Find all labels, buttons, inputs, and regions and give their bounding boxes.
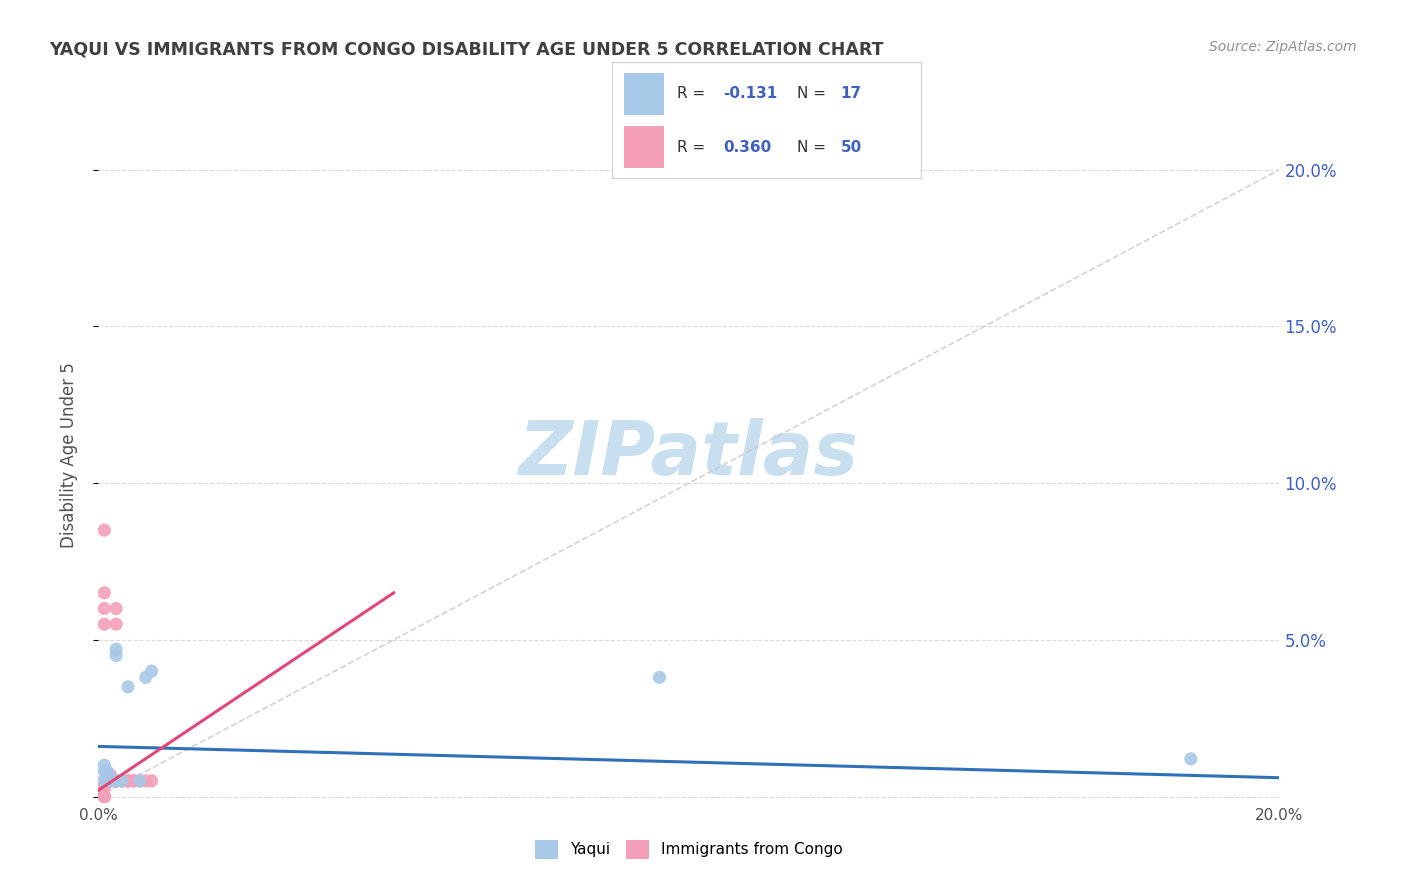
Point <box>135 773 157 788</box>
Text: YAQUI VS IMMIGRANTS FROM CONGO DISABILITY AGE UNDER 5 CORRELATION CHART: YAQUI VS IMMIGRANTS FROM CONGO DISABILIT… <box>49 40 884 58</box>
Point <box>117 773 139 788</box>
Point <box>93 523 115 537</box>
Point <box>98 773 121 788</box>
Point <box>105 601 128 615</box>
Text: N =: N = <box>797 87 831 102</box>
Point <box>96 773 118 788</box>
Point <box>111 773 134 788</box>
Point <box>111 773 134 788</box>
Point <box>128 773 150 788</box>
Point <box>93 773 115 788</box>
Point <box>111 773 134 788</box>
FancyBboxPatch shape <box>624 73 664 114</box>
Point <box>122 773 145 788</box>
Point <box>117 773 139 788</box>
Text: 17: 17 <box>841 87 862 102</box>
Point <box>93 773 115 788</box>
Point <box>128 773 150 788</box>
Point <box>122 773 145 788</box>
Point <box>94 773 117 788</box>
Text: ZIPatlas: ZIPatlas <box>519 418 859 491</box>
Point <box>98 773 121 788</box>
Point <box>117 680 139 694</box>
Point <box>105 773 128 788</box>
Point <box>93 601 115 615</box>
Point <box>93 780 115 794</box>
Point <box>98 771 121 785</box>
Text: N =: N = <box>797 139 831 154</box>
Point <box>93 789 115 804</box>
Point <box>98 773 121 788</box>
Point <box>98 773 121 788</box>
Point <box>1180 752 1202 766</box>
Point <box>93 789 115 804</box>
Point <box>93 773 115 788</box>
Point <box>93 773 115 788</box>
Point <box>105 773 128 788</box>
Point <box>93 758 115 772</box>
Point <box>96 773 118 788</box>
Point <box>105 773 128 788</box>
FancyBboxPatch shape <box>624 126 664 168</box>
Point <box>93 773 115 788</box>
Point <box>105 642 128 657</box>
Point <box>93 773 115 788</box>
Point <box>93 773 115 788</box>
Point <box>98 771 121 785</box>
Point <box>105 773 128 788</box>
Point <box>117 773 139 788</box>
Point <box>111 773 134 788</box>
Text: -0.131: -0.131 <box>723 87 778 102</box>
Point <box>141 773 163 788</box>
Point <box>135 670 157 684</box>
Text: R =: R = <box>676 139 710 154</box>
Y-axis label: Disability Age Under 5: Disability Age Under 5 <box>59 362 77 548</box>
Text: R =: R = <box>676 87 710 102</box>
Point <box>648 670 671 684</box>
Legend: Yaqui, Immigrants from Congo: Yaqui, Immigrants from Congo <box>529 834 849 864</box>
Point <box>122 773 145 788</box>
Text: 0.360: 0.360 <box>723 139 772 154</box>
Point <box>98 773 121 788</box>
Point <box>141 664 163 678</box>
Text: Source: ZipAtlas.com: Source: ZipAtlas.com <box>1209 40 1357 54</box>
Point <box>93 764 115 779</box>
Point <box>128 773 150 788</box>
Point <box>94 773 117 788</box>
Point <box>93 586 115 600</box>
Point <box>105 617 128 632</box>
Point <box>93 773 115 788</box>
Point <box>103 773 125 788</box>
Point <box>117 773 139 788</box>
Point <box>93 777 115 791</box>
Point <box>105 773 128 788</box>
Text: 50: 50 <box>841 139 862 154</box>
Point <box>93 789 115 804</box>
Point <box>96 764 118 779</box>
Point <box>98 771 121 785</box>
Point <box>105 648 128 663</box>
Point <box>93 617 115 632</box>
Point <box>98 767 121 781</box>
Point <box>111 773 134 788</box>
Point <box>93 789 115 804</box>
Point <box>93 789 115 804</box>
